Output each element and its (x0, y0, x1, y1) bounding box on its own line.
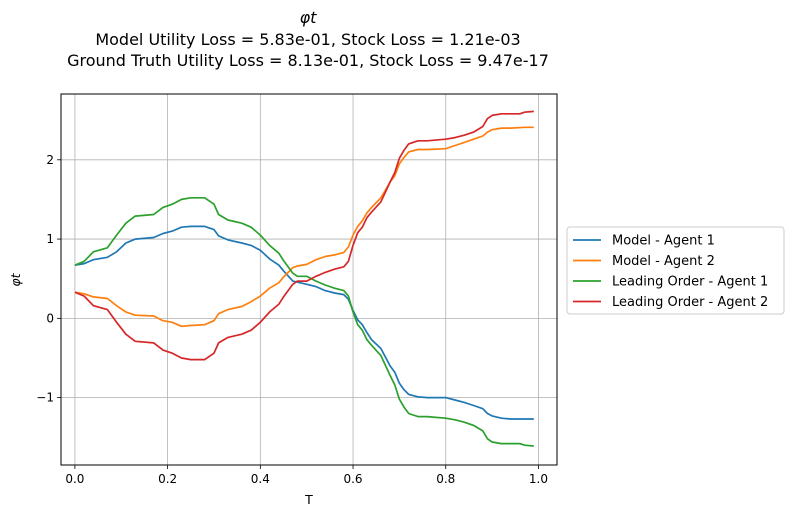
chart-title-block: φt Model Utility Loss = 5.83e-01, Stock … (67, 8, 549, 70)
legend-label-4: Leading Order - Agent 2 (612, 295, 768, 310)
x-tick-label: 0.6 (343, 472, 362, 486)
x-tick-label: 0.8 (436, 472, 455, 486)
legend-box (566, 226, 785, 315)
series-line-4 (74, 110, 534, 361)
legend-label-2: Model - Agent 2 (612, 254, 715, 269)
x-tick-label: 0.0 (65, 472, 84, 486)
legend: Model - Agent 1 Model - Agent 2 Leading Or… (566, 226, 785, 315)
x-tick-label: 0.4 (251, 472, 270, 486)
series-line-2 (74, 126, 534, 328)
chart-title-symbol: φt (300, 8, 318, 27)
y-tick-label: 2 (46, 153, 54, 167)
series-line-3 (74, 196, 534, 447)
x-ticks: 0.0 0.2 0.4 0.6 0.8 1.0 (65, 465, 548, 486)
legend-label-1: Model - Agent 1 (612, 234, 715, 249)
series-layer (74, 110, 534, 447)
y-tick-label: 1 (46, 232, 54, 246)
plot-frame (60, 93, 558, 466)
x-axis-label: T (304, 492, 313, 507)
chart-title-model-loss: Model Utility Loss = 5.83e-01, Stock Los… (95, 30, 520, 49)
legend-label-3: Leading Order - Agent 1 (612, 275, 768, 290)
x-tick-label: 1.0 (529, 472, 548, 486)
chart-title-ground-truth-loss: Ground Truth Utility Loss = 8.13e-01, St… (67, 51, 549, 70)
grid (61, 94, 557, 465)
series-line-1 (74, 225, 534, 420)
y-axis-label: φt (8, 272, 23, 286)
y-tick-label: −1 (36, 391, 54, 405)
y-tick-label: 0 (46, 311, 54, 325)
x-tick-label: 0.2 (158, 472, 177, 486)
y-ticks: −1 0 1 2 (36, 153, 61, 405)
